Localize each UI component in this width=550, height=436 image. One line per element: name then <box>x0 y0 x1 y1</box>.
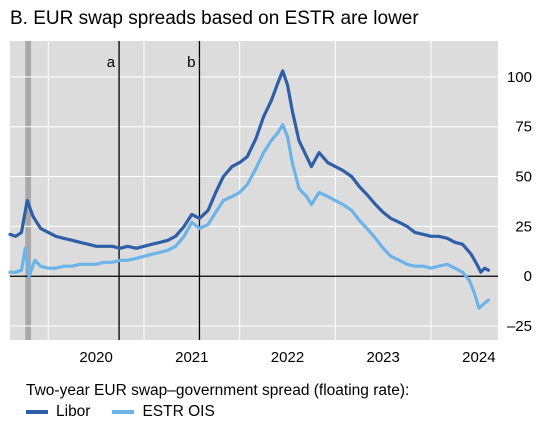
legend: Two-year EUR swap–government spread (flo… <box>26 382 409 421</box>
y-tick-label: 0 <box>524 268 532 285</box>
series-layer <box>8 69 490 310</box>
legend-label-estr-ois: ESTR OIS <box>142 403 215 420</box>
chart-title: B. EUR swap spreads based on ESTR are lo… <box>10 8 419 29</box>
plot-background <box>10 41 498 340</box>
x-tick-label: 2022 <box>271 349 304 366</box>
y-tick-label: 75 <box>515 119 532 136</box>
x-tick-label: 2023 <box>366 349 399 366</box>
x-tick-label: 2020 <box>79 349 112 366</box>
y-tick-label: 25 <box>515 218 532 235</box>
legend-swatch-libor <box>26 410 48 414</box>
y-tick-layer: 100 75 50 25 0 –25 <box>507 69 532 335</box>
y-tick-label: –25 <box>507 318 532 335</box>
series-line-libor <box>8 69 490 274</box>
legend-item-estr-ois: ESTR OIS <box>112 403 215 421</box>
shaded-period-layer <box>25 41 32 340</box>
legend-swatch-estr-ois <box>112 410 135 414</box>
event-label-b: b <box>187 54 195 71</box>
y-tick-label: 50 <box>515 169 532 186</box>
y-tick-label: 100 <box>507 69 532 86</box>
x-tick-layer: 2020 2021 2022 2023 2024 <box>79 349 495 366</box>
legend-item-libor: Libor <box>26 403 90 421</box>
legend-title: Two-year EUR swap–government spread (flo… <box>26 382 410 399</box>
event-label-a: a <box>107 54 116 71</box>
shaded-period <box>25 41 32 340</box>
legend-items: Libor ESTR OIS <box>26 403 409 421</box>
x-tick-label: 2024 <box>462 349 495 366</box>
grid-layer <box>10 41 498 340</box>
series-line-estr-ois <box>8 123 490 310</box>
legend-label-libor: Libor <box>56 403 91 420</box>
x-tick-label: 2021 <box>175 349 208 366</box>
